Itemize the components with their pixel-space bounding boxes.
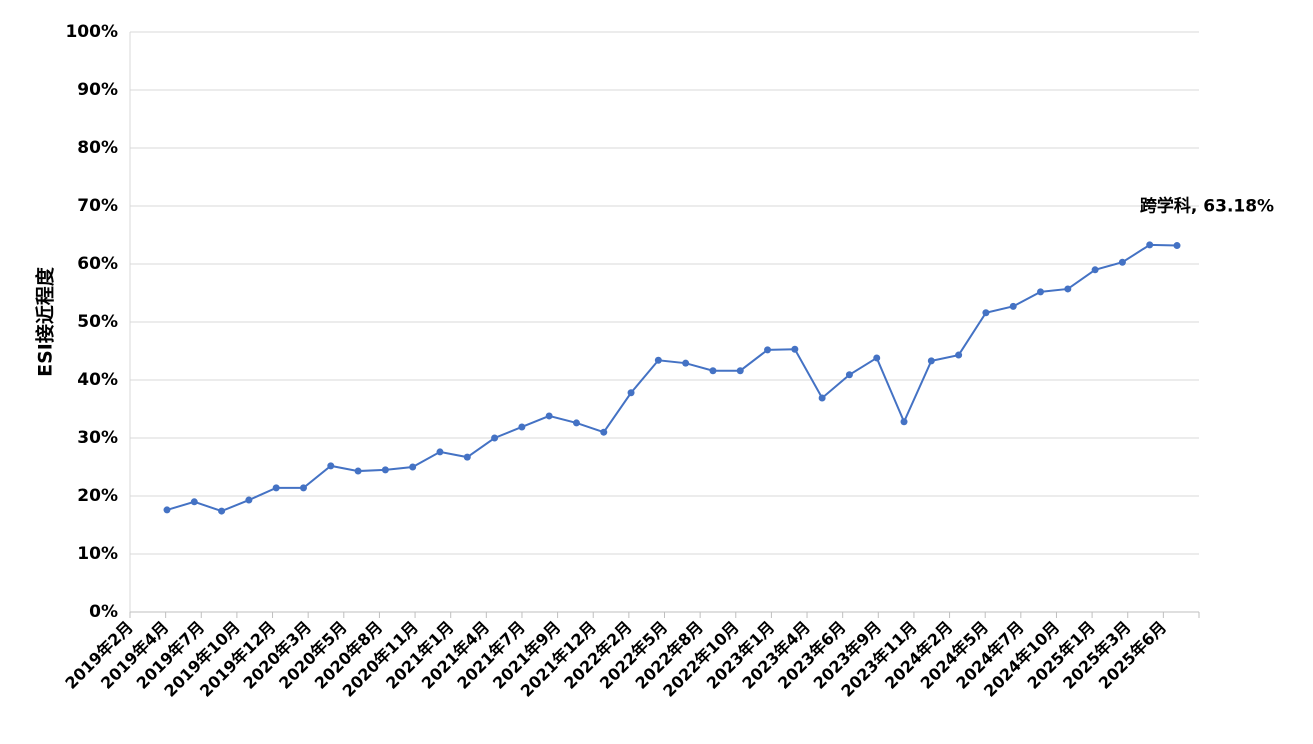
point: [1146, 241, 1154, 249]
y-tick-label: 40%: [77, 370, 118, 390]
point: [409, 463, 417, 471]
y-tick-label: 50%: [77, 312, 118, 332]
point: [190, 498, 198, 506]
point: [327, 462, 335, 470]
point: [218, 507, 226, 515]
point: [955, 351, 963, 359]
point: [272, 484, 280, 492]
point: [654, 356, 662, 364]
point: [163, 506, 171, 514]
y-tick-label: 80%: [77, 138, 118, 158]
point: [436, 448, 444, 456]
point: [709, 367, 717, 375]
line: [166, 243, 1178, 513]
point: [463, 453, 471, 461]
y-tick-label: 70%: [77, 196, 118, 216]
y-tick-label: 100%: [65, 22, 118, 42]
point: [682, 359, 690, 367]
point: [1009, 302, 1017, 310]
point: [600, 428, 608, 436]
y-tick-label: 20%: [77, 486, 118, 506]
point: [545, 412, 553, 420]
y-tick-label: 30%: [77, 428, 118, 448]
point: [791, 345, 799, 353]
point: [736, 367, 744, 375]
point: [381, 466, 389, 474]
point: [818, 394, 826, 402]
y-tick-label: 10%: [77, 544, 118, 564]
point: [927, 357, 935, 365]
point: [1173, 242, 1181, 250]
point: [1064, 285, 1072, 293]
point: [627, 389, 635, 397]
point: [1091, 266, 1099, 274]
point: [764, 346, 772, 354]
point: [299, 484, 307, 492]
y-tick-label: 0%: [89, 602, 118, 622]
y-tick-label: 60%: [77, 254, 118, 274]
point: [982, 309, 990, 317]
point: [518, 423, 526, 431]
point: [1037, 288, 1045, 296]
point: [900, 418, 908, 426]
point: [873, 354, 881, 362]
annotation: 跨学科, 63.18%: [1140, 196, 1274, 217]
point: [1118, 258, 1126, 266]
y-axis-title: ESI接近程度: [34, 266, 57, 377]
point: [491, 434, 499, 442]
point: [572, 419, 580, 427]
point: [354, 467, 362, 475]
y-tick-label: 90%: [77, 80, 118, 100]
point: [845, 371, 853, 379]
point: [245, 496, 253, 504]
